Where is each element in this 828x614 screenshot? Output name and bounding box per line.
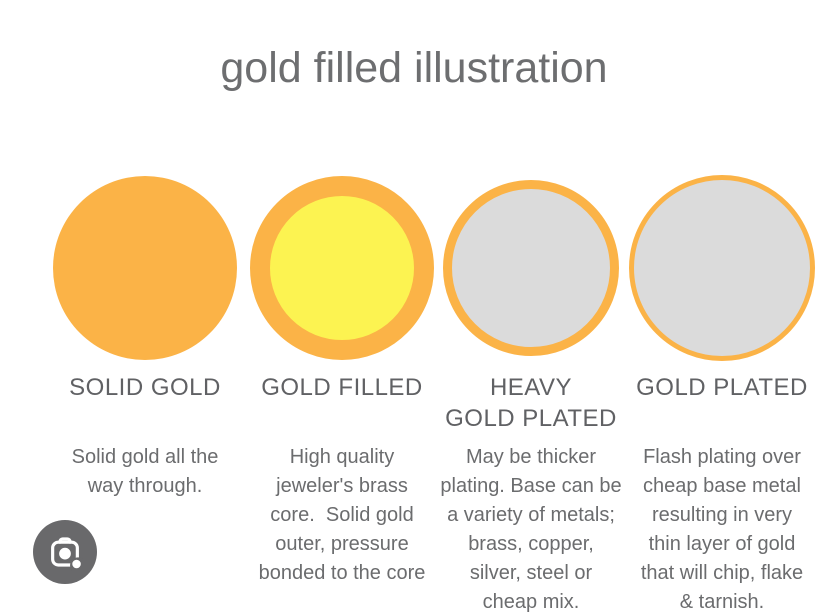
- tier-label-gold-filled: GOLD FILLED: [261, 374, 423, 401]
- column-gold-filled: GOLD FILLED High quality jeweler's brass…: [237, 0, 447, 614]
- tier-description-heavy-gold-plated: May be thicker plating. Base can be a va…: [440, 446, 622, 613]
- column-solid-gold: SOLID GOLD Solid gold all the way throug…: [40, 0, 250, 614]
- tier-label-gold-plated: GOLD PLATED: [636, 374, 808, 401]
- solid-gold-circle: [53, 176, 237, 360]
- tier-description-gold-plated: Flash plating over cheap base metal resu…: [640, 446, 804, 613]
- tier-label-solid-gold: SOLID GOLD: [69, 374, 221, 401]
- google-lens-camera-icon: [46, 533, 84, 571]
- column-gold-plated: GOLD PLATED Flash plating over cheap bas…: [617, 0, 827, 614]
- heavy-gold-plated-circle: [443, 180, 619, 356]
- gold-filled-circle: [250, 176, 434, 360]
- lens-search-button[interactable]: [33, 520, 97, 584]
- tier-label-heavy-gold-plated: HEAVY GOLD PLATED: [445, 374, 617, 432]
- tier-description-gold-filled: High quality jeweler's brass core. Solid…: [258, 446, 426, 584]
- gold-plated-circle: [629, 175, 815, 361]
- column-heavy-gold-plated: HEAVY GOLD PLATED May be thicker plating…: [426, 0, 636, 614]
- page-title: gold filled illustration: [220, 44, 608, 92]
- tier-description-solid-gold: Solid gold all the way through.: [71, 446, 219, 497]
